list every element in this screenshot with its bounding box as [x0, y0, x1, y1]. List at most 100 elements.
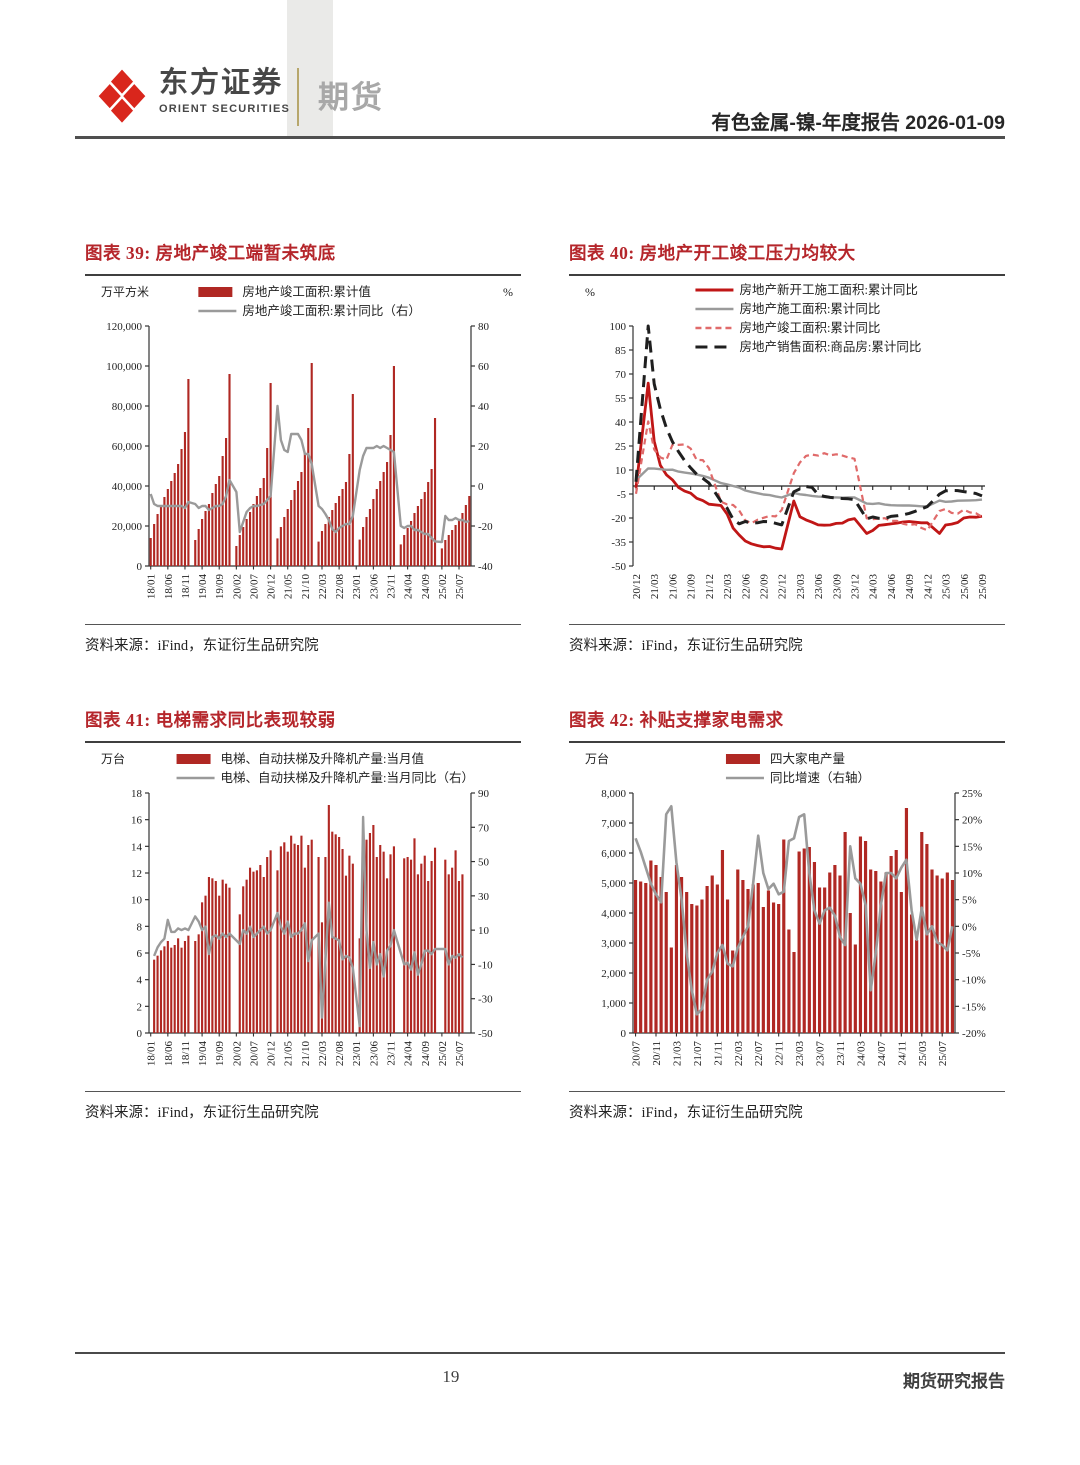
svg-text:21/10: 21/10: [300, 574, 312, 600]
svg-text:房地产销售面积:商品房:累计同比: 房地产销售面积:商品房:累计同比: [739, 339, 921, 354]
figure-40: 图表 40: 房地产开工竣工压力均较大 -50 -35 -20 -5 10 25 40 55 7…: [569, 240, 1005, 655]
brand-block: 东方证券 ORIENT SECURITIES: [95, 66, 290, 124]
svg-text:80: 80: [478, 321, 490, 333]
svg-text:24/03: 24/03: [868, 574, 880, 600]
svg-text:6,000: 6,000: [601, 848, 626, 860]
svg-text:16: 16: [131, 815, 143, 827]
svg-text:19/04: 19/04: [197, 574, 209, 600]
figure-39-title: 图表 39: 房地产竣工端暂未筑底: [85, 240, 521, 276]
svg-text:85: 85: [615, 345, 627, 357]
svg-text:7,000: 7,000: [601, 818, 626, 830]
footer-report-type: 期货研究报告: [903, 1372, 1005, 1391]
svg-text:-35: -35: [611, 537, 626, 549]
svg-text:20/11: 20/11: [651, 1041, 663, 1066]
svg-text:22/11: 22/11: [774, 1041, 786, 1066]
svg-text:房地产施工面积:累计同比: 房地产施工面积:累计同比: [739, 301, 880, 316]
svg-text:30: 30: [478, 891, 490, 903]
svg-text:22/03: 22/03: [317, 574, 329, 600]
svg-text:21/07: 21/07: [692, 1041, 704, 1067]
svg-text:23/01: 23/01: [351, 574, 363, 599]
svg-text:-10: -10: [478, 959, 493, 971]
svg-text:-50: -50: [611, 561, 626, 573]
svg-text:50: 50: [478, 857, 490, 869]
svg-text:24/06: 24/06: [886, 574, 898, 600]
svg-text:18/06: 18/06: [163, 574, 175, 600]
svg-text:23/12: 23/12: [850, 574, 862, 599]
svg-text:25/02: 25/02: [437, 1041, 449, 1066]
svg-text:20%: 20%: [962, 815, 982, 827]
svg-text:23/11: 23/11: [835, 1041, 847, 1066]
svg-text:100,000: 100,000: [106, 361, 142, 373]
svg-text:120,000: 120,000: [106, 321, 142, 333]
svg-text:4,000: 4,000: [601, 908, 626, 920]
figure-40-chart: -50 -35 -20 -5 10 25 40 55 70 85 100 20/12 21/03 21/0…: [585, 282, 989, 600]
figure-39-source: 资料来源：iFind，东证衍生品研究院: [85, 624, 521, 655]
svg-text:-15%: -15%: [962, 1001, 986, 1013]
svg-text:房地产新开工施工面积:累计同比: 房地产新开工施工面积:累计同比: [739, 282, 917, 297]
svg-text:3,000: 3,000: [601, 938, 626, 950]
svg-text:18/01: 18/01: [146, 1041, 158, 1066]
page-footer: 19 期货研究报告: [75, 1352, 1005, 1391]
svg-text:22/12: 22/12: [777, 574, 789, 599]
svg-text:21/11: 21/11: [712, 1041, 724, 1066]
svg-text:18/11: 18/11: [180, 574, 192, 599]
svg-text:10%: 10%: [962, 868, 982, 880]
svg-text:8,000: 8,000: [601, 788, 626, 800]
svg-text:24/09: 24/09: [420, 574, 432, 600]
svg-text:-20: -20: [611, 513, 626, 525]
svg-text:万台: 万台: [101, 751, 125, 766]
svg-text:21/12: 21/12: [704, 574, 716, 599]
svg-text:15%: 15%: [962, 841, 982, 853]
svg-text:22/08: 22/08: [334, 574, 346, 600]
svg-text:24/04: 24/04: [403, 1041, 415, 1067]
svg-text:21/03: 21/03: [671, 1041, 683, 1067]
svg-text:12: 12: [131, 868, 142, 880]
svg-text:100: 100: [610, 321, 627, 333]
svg-text:20/12: 20/12: [266, 1041, 278, 1066]
header-gray-band: [287, 0, 333, 137]
figure-41-chart: 0 2 4 6 8 10 12 14 16 18 -50 -30 -10 10 30 50 70 90 18/01 1…: [101, 751, 493, 1067]
svg-text:4: 4: [137, 975, 143, 987]
svg-text:22/06: 22/06: [740, 574, 752, 600]
svg-text:40: 40: [478, 401, 490, 413]
figures-grid: 图表 39: 房地产竣工端暂未筑底 0 20,000 40,000 60,000 80,…: [85, 240, 1005, 1122]
svg-text:0: 0: [478, 481, 484, 493]
svg-text:10: 10: [131, 895, 143, 907]
svg-text:5,000: 5,000: [601, 878, 626, 890]
figure-41: 图表 41: 电梯需求同比表现较弱 0 2 4 6 8 10 12 14 16 18 -50 -30 -…: [85, 707, 521, 1122]
svg-text:21/06: 21/06: [667, 574, 679, 600]
svg-text:24/07: 24/07: [876, 1041, 888, 1067]
svg-text:70: 70: [478, 822, 490, 834]
svg-text:19/09: 19/09: [214, 574, 226, 600]
svg-text:80,000: 80,000: [112, 401, 143, 413]
svg-text:房地产竣工面积:累计同比: 房地产竣工面积:累计同比: [739, 320, 880, 335]
svg-text:%: %: [503, 285, 513, 299]
svg-text:房地产竣工面积:累计同比（右）: 房地产竣工面积:累计同比（右）: [242, 303, 420, 318]
footer-row: 19 期货研究报告: [75, 1354, 1005, 1391]
svg-text:18/01: 18/01: [146, 574, 158, 599]
svg-text:%: %: [585, 285, 595, 299]
svg-text:8: 8: [137, 921, 143, 933]
svg-text:25/03: 25/03: [941, 574, 953, 600]
page-number: 19: [442, 1367, 460, 1386]
figure-41-source: 资料来源：iFind，东证衍生品研究院: [85, 1091, 521, 1122]
svg-text:万平方米: 万平方米: [101, 284, 149, 299]
svg-text:23/06: 23/06: [813, 574, 825, 600]
svg-text:23/06: 23/06: [368, 574, 380, 600]
svg-text:18/11: 18/11: [180, 1041, 192, 1066]
svg-text:21/05: 21/05: [283, 1041, 295, 1067]
svg-text:22/03: 22/03: [733, 1041, 745, 1067]
svg-text:23/11: 23/11: [386, 1041, 398, 1066]
svg-text:24/11: 24/11: [896, 1041, 908, 1066]
svg-text:房地产竣工面积:累计值: 房地产竣工面积:累计值: [242, 284, 370, 299]
svg-text:-5: -5: [617, 489, 627, 501]
svg-text:20/02: 20/02: [231, 1041, 243, 1066]
figure-40-source: 资料来源：iFind，东证衍生品研究院: [569, 624, 1005, 655]
svg-text:2,000: 2,000: [601, 968, 626, 980]
svg-text:21/10: 21/10: [300, 1041, 312, 1067]
svg-text:25/09: 25/09: [977, 574, 989, 600]
svg-text:20/12: 20/12: [631, 574, 643, 599]
report-title-label: 有色金属-镍-年度报告 2026-01-09: [711, 112, 1005, 134]
svg-text:22/09: 22/09: [758, 574, 770, 600]
